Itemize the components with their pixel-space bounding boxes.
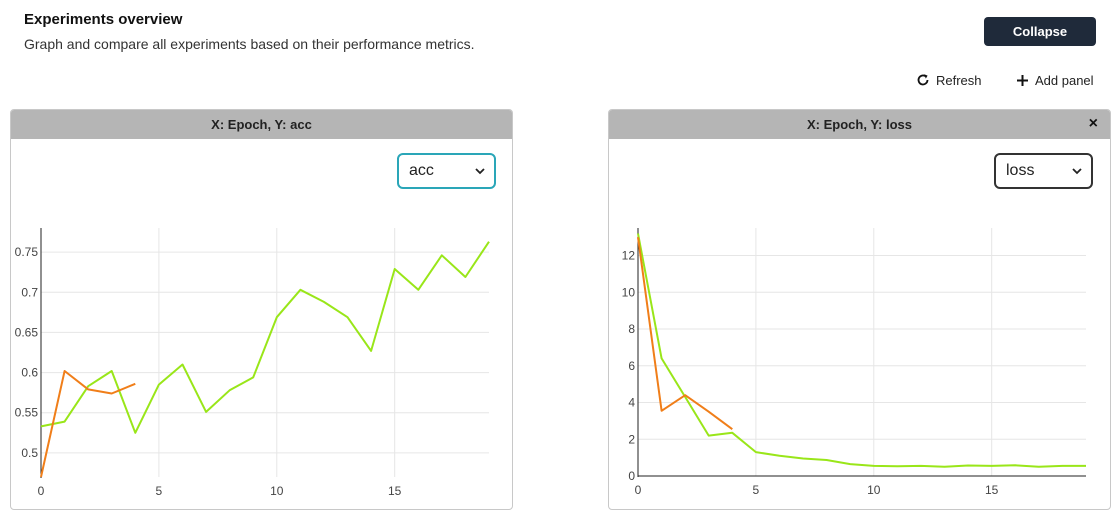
y-tick-label: 0.65 (15, 325, 39, 339)
x-tick-label: 5 (156, 484, 163, 498)
x-tick-label: 10 (867, 483, 881, 497)
panel-title: X: Epoch, Y: acc (211, 117, 312, 132)
y-tick-label: 0.7 (21, 285, 38, 299)
close-icon[interactable]: × (1088, 115, 1098, 132)
page-title: Experiments overview (24, 11, 183, 28)
y-tick-label: 0.55 (15, 406, 39, 420)
grid (637, 228, 1086, 477)
chevron-down-icon (475, 168, 485, 175)
x-tick-label: 5 (753, 483, 760, 497)
y-tick-label: 8 (628, 322, 635, 336)
metric-select[interactable]: loss (994, 153, 1093, 189)
y-tick-label: 2 (628, 432, 635, 446)
y-tick-label: 12 (622, 249, 636, 263)
series-line-0 (40, 241, 490, 434)
y-tick-label: 6 (628, 359, 635, 373)
add-panel-button[interactable]: Add panel (1016, 71, 1094, 89)
x-tick-label: 10 (270, 484, 284, 498)
page-subtitle: Graph and compare all experiments based … (24, 36, 475, 52)
grid (40, 228, 489, 477)
series-line-1 (40, 370, 136, 478)
y-tick-label: 0.6 (21, 366, 38, 380)
chart-panel-acc: X: Epoch, Y: acc 0 5 10 15 0.5 0.55 0.6 0.65 0.7… (10, 109, 513, 510)
y-tick-label: 10 (622, 285, 636, 299)
panel-title: X: Epoch, Y: loss (807, 117, 912, 132)
x-tick-label: 15 (388, 484, 402, 498)
y-tick-label: 0.5 (21, 446, 38, 460)
series-line-1 (637, 237, 733, 431)
collapse-button[interactable]: Collapse (984, 17, 1096, 46)
refresh-button[interactable]: Refresh (916, 71, 982, 89)
add-panel-label: Add panel (1035, 72, 1094, 88)
loss-chart: 0 5 10 15 0 2 4 6 8 10 12 (622, 228, 1086, 497)
refresh-label: Refresh (936, 72, 982, 88)
x-tick-label: 0 (38, 484, 45, 498)
series-line-0 (637, 233, 1086, 468)
chevron-down-icon (1072, 168, 1082, 175)
panel-header: X: Epoch, Y: loss × (609, 110, 1110, 139)
panel-header: X: Epoch, Y: acc (11, 110, 512, 139)
y-tick-label: 0 (628, 469, 635, 483)
acc-chart: 0 5 10 15 0.5 0.55 0.6 0.65 0.7 0.75 (15, 228, 490, 498)
metric-select[interactable]: acc (397, 153, 496, 189)
metric-select-value: acc (409, 162, 434, 179)
y-tick-label: 4 (628, 396, 635, 410)
refresh-icon (917, 74, 929, 86)
y-tick-label: 0.75 (15, 245, 39, 259)
chart-panel-loss: X: Epoch, Y: loss × 0 5 10 15 0 2 4 6 8 10 12 loss (608, 109, 1111, 510)
plus-icon (1017, 74, 1028, 86)
x-tick-label: 0 (635, 483, 642, 497)
x-tick-label: 15 (985, 483, 999, 497)
metric-select-value: loss (1006, 162, 1035, 179)
